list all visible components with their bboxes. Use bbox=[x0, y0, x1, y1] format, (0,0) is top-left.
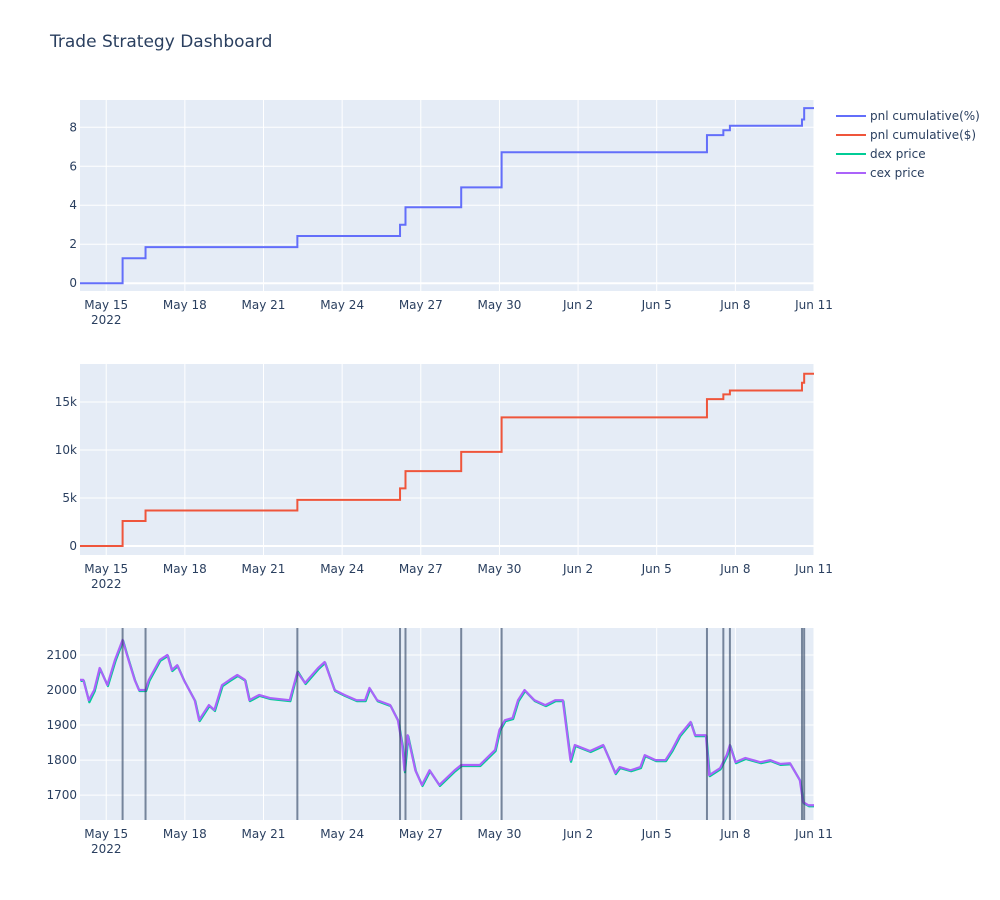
legend: pnl cumulative(%) pnl cumulative($) dex pr… bbox=[836, 109, 980, 180]
series-line-cex-price bbox=[80, 638, 814, 807]
legend-label: pnl cumulative($) bbox=[870, 128, 976, 142]
x-tick-label: May 24 bbox=[320, 298, 364, 312]
x-tick-label: May 15 bbox=[84, 562, 128, 576]
x-tick-label: May 30 bbox=[477, 827, 521, 841]
y-tick-label: 2000 bbox=[46, 683, 77, 697]
x-tick-label: May 21 bbox=[242, 562, 286, 576]
x-tick-label: May 30 bbox=[477, 298, 521, 312]
x-tick-label: Jun 2 bbox=[562, 827, 593, 841]
x-tick-label: May 18 bbox=[163, 562, 207, 576]
legend-item[interactable]: dex price bbox=[836, 147, 926, 161]
y-tick-label: 1900 bbox=[46, 718, 77, 732]
y-tick-label: 6 bbox=[69, 159, 77, 173]
x-tick-label: May 15 bbox=[84, 298, 128, 312]
y-tick-label: 0 bbox=[69, 276, 77, 290]
x-tick-label: Jun 5 bbox=[641, 827, 672, 841]
x-tick-label: Jun 2 bbox=[562, 562, 593, 576]
y-tick-label: 15k bbox=[55, 395, 77, 409]
plot-marks bbox=[80, 107, 814, 285]
plot-marks bbox=[80, 628, 814, 820]
x-tick-label: Jun 2 bbox=[562, 298, 593, 312]
x-tick-label: May 24 bbox=[320, 827, 364, 841]
series-line-pnl-cumulative- bbox=[80, 372, 814, 547]
x-tick-label: May 27 bbox=[399, 562, 443, 576]
x-tick-label: Jun 11 bbox=[794, 827, 833, 841]
y-tick-label: 0 bbox=[69, 539, 77, 553]
x-tick-year: 2022 bbox=[91, 313, 122, 327]
y-tick-label: 2 bbox=[69, 237, 77, 251]
legend-item[interactable]: pnl cumulative(%) bbox=[836, 109, 980, 123]
y-tick-label: 1800 bbox=[46, 753, 77, 767]
x-tick-label: May 27 bbox=[399, 827, 443, 841]
legend-item[interactable]: pnl cumulative($) bbox=[836, 128, 976, 142]
x-tick-label: May 21 bbox=[242, 298, 286, 312]
plot-background bbox=[80, 100, 814, 291]
x-tick-label: Jun 8 bbox=[719, 562, 750, 576]
x-tick-label: May 24 bbox=[320, 562, 364, 576]
legend-label: pnl cumulative(%) bbox=[870, 109, 980, 123]
x-tick-label: May 18 bbox=[163, 827, 207, 841]
x-tick-label: May 21 bbox=[242, 827, 286, 841]
plot-background bbox=[80, 628, 814, 820]
y-tick-label: 8 bbox=[69, 120, 77, 134]
x-tick-year: 2022 bbox=[91, 842, 122, 856]
plot-background bbox=[80, 364, 814, 555]
x-tick-label: Jun 5 bbox=[641, 562, 672, 576]
x-tick-label: May 27 bbox=[399, 298, 443, 312]
x-tick-year: 2022 bbox=[91, 577, 122, 591]
x-tick-label: May 18 bbox=[163, 298, 207, 312]
series-line-pnl-cumulative- bbox=[80, 107, 814, 285]
x-tick-label: Jun 5 bbox=[641, 298, 672, 312]
x-tick-label: Jun 11 bbox=[794, 562, 833, 576]
plot-marks bbox=[80, 372, 814, 547]
y-tick-label: 10k bbox=[55, 443, 77, 457]
legend-label: dex price bbox=[870, 147, 926, 161]
x-tick-label: Jun 8 bbox=[719, 827, 750, 841]
chart-title: Trade Strategy Dashboard bbox=[50, 32, 273, 52]
x-tick-label: May 15 bbox=[84, 827, 128, 841]
legend-item[interactable]: cex price bbox=[836, 166, 925, 180]
y-tick-label: 1700 bbox=[46, 788, 77, 802]
y-tick-label: 4 bbox=[69, 198, 77, 212]
y-tick-label: 5k bbox=[62, 491, 77, 505]
y-tick-label: 2100 bbox=[46, 648, 77, 662]
legend-label: cex price bbox=[870, 166, 925, 180]
x-tick-label: Jun 8 bbox=[719, 298, 750, 312]
x-tick-label: May 30 bbox=[477, 562, 521, 576]
x-tick-label: Jun 11 bbox=[794, 298, 833, 312]
